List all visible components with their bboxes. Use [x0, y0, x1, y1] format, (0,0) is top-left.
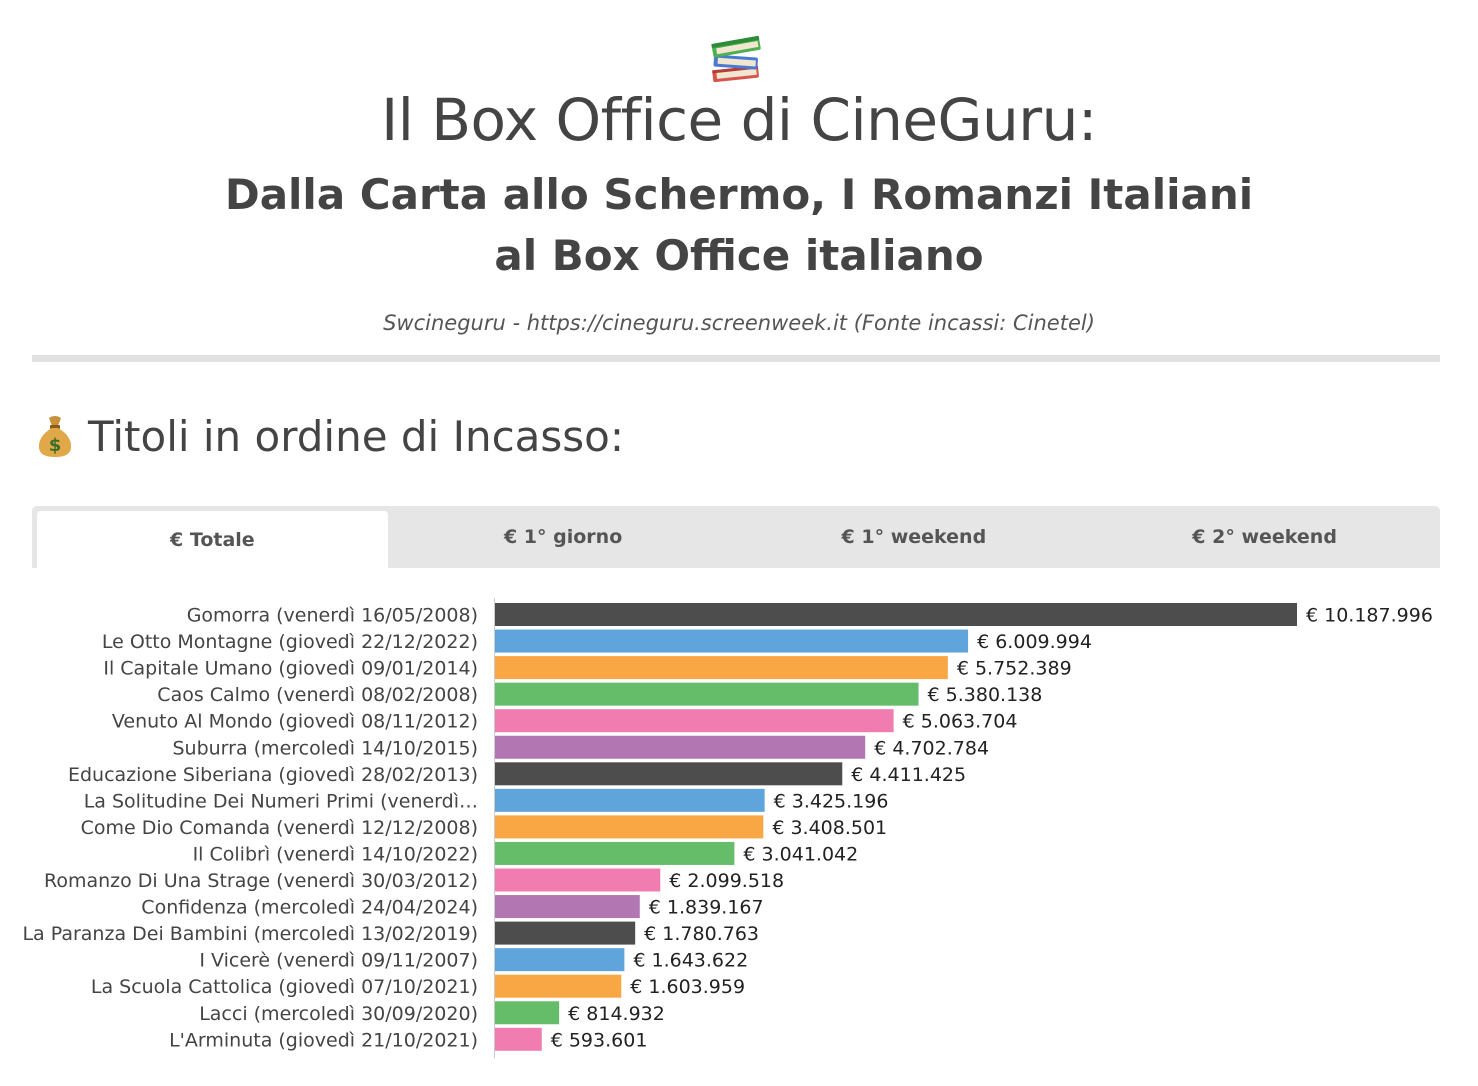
tab-primo-weekend[interactable]: € 1° weekend [841, 526, 987, 548]
category-label: Le Otto Montagne (giovedì 22/12/2022) [102, 631, 478, 653]
value-label: € 4.411.425 [851, 764, 966, 786]
section-heading: $ Titoli in ordine di Incasso: [36, 406, 624, 466]
divider [32, 355, 1440, 362]
category-label: La Solitudine Dei Numeri Primi (venerdì… [84, 790, 478, 812]
tab-primo-giorno[interactable]: € 1° giorno [503, 526, 623, 548]
value-label: € 5.380.138 [928, 684, 1043, 706]
category-label: Come Dio Comanda (venerdì 12/12/2008) [81, 817, 478, 839]
value-label: € 1.839.167 [649, 897, 764, 919]
value-label: € 4.702.784 [874, 737, 989, 759]
value-label: € 1.603.959 [630, 976, 745, 998]
value-label: € 3.041.042 [743, 843, 858, 865]
bar[interactable] [495, 629, 969, 653]
category-label: L'Arminuta (giovedì 21/10/2021) [169, 1029, 478, 1051]
category-label: Confidenza (mercoledì 24/04/2024) [141, 897, 478, 919]
tab-secondo-weekend[interactable]: € 2° weekend [1192, 526, 1337, 548]
page-subtitle: Dalla Carta allo Schermo, I Romanzi Ital… [0, 164, 1478, 286]
money-bag-icon: $ [38, 416, 72, 457]
svg-text:$: $ [49, 435, 62, 456]
bar[interactable] [495, 948, 625, 972]
source-credit: Swcineguru - https://cineguru.screenweek… [383, 311, 1095, 335]
books-icon [711, 35, 761, 83]
value-label: € 10.187.996 [1306, 605, 1433, 627]
value-label: € 3.408.501 [772, 817, 887, 839]
subtitle-line-2: al Box Office italiano [494, 231, 984, 280]
bar[interactable] [495, 603, 1297, 626]
bar[interactable] [495, 682, 919, 706]
bar[interactable] [495, 868, 661, 892]
subtitle-line-1: Dalla Carta allo Schermo, I Romanzi Ital… [224, 170, 1254, 219]
value-label: € 593.601 [551, 1029, 648, 1051]
category-label: Il Capitale Umano (giovedì 09/01/2014) [103, 658, 478, 680]
value-label: € 814.932 [568, 1003, 665, 1025]
value-label: € 1.643.622 [633, 950, 748, 972]
category-label: Romanzo Di Una Strage (venerdì 30/03/201… [44, 870, 478, 892]
bar[interactable] [495, 895, 640, 919]
bar[interactable] [495, 815, 764, 839]
category-label: I Vicerè (venerdì 09/11/2007) [199, 950, 478, 972]
bar[interactable] [495, 974, 622, 998]
tab-totale[interactable]: € Totale [37, 511, 388, 568]
bar[interactable] [495, 1001, 560, 1025]
bar[interactable] [495, 709, 894, 733]
page-title: Il Box Office di CineGuru: [381, 86, 1097, 154]
category-label: Il Colibrì (venerdì 14/10/2022) [193, 843, 478, 865]
bar[interactable] [495, 788, 765, 812]
category-label: La Scuola Cattolica (giovedì 07/10/2021) [91, 976, 478, 998]
value-label: € 6.009.994 [977, 631, 1092, 653]
bar[interactable] [495, 1027, 542, 1051]
category-label: Suburra (mercoledì 14/10/2015) [172, 737, 478, 759]
category-label: La Paranza Dei Bambini (mercoledì 13/02/… [22, 923, 478, 945]
value-label: € 3.425.196 [774, 790, 889, 812]
value-label: € 5.752.389 [957, 658, 1072, 680]
category-label: Venuto Al Mondo (giovedì 08/11/2012) [112, 711, 478, 733]
tab-bar: € Totale € 1° giorno € 1° weekend € 2° w… [32, 506, 1440, 568]
bar[interactable] [495, 762, 843, 786]
category-label: Caos Calmo (venerdì 08/02/2008) [157, 684, 478, 706]
section-title: Titoli in ordine di Incasso: [88, 411, 625, 461]
category-label: Gomorra (venerdì 16/05/2008) [187, 605, 478, 627]
bar[interactable] [495, 921, 636, 945]
bar[interactable] [495, 841, 735, 865]
category-label: Lacci (mercoledì 30/09/2020) [199, 1003, 478, 1025]
bar[interactable] [495, 656, 948, 680]
value-label: € 1.780.763 [644, 923, 759, 945]
category-label: Educazione Siberiana (giovedì 28/02/2013… [68, 764, 478, 786]
bar-chart: Gomorra (venerdì 16/05/2008) € 10.187.996… [22, 598, 1433, 1059]
value-label: € 2.099.518 [669, 870, 784, 892]
value-label: € 5.063.704 [903, 711, 1018, 733]
bar[interactable] [495, 735, 866, 759]
